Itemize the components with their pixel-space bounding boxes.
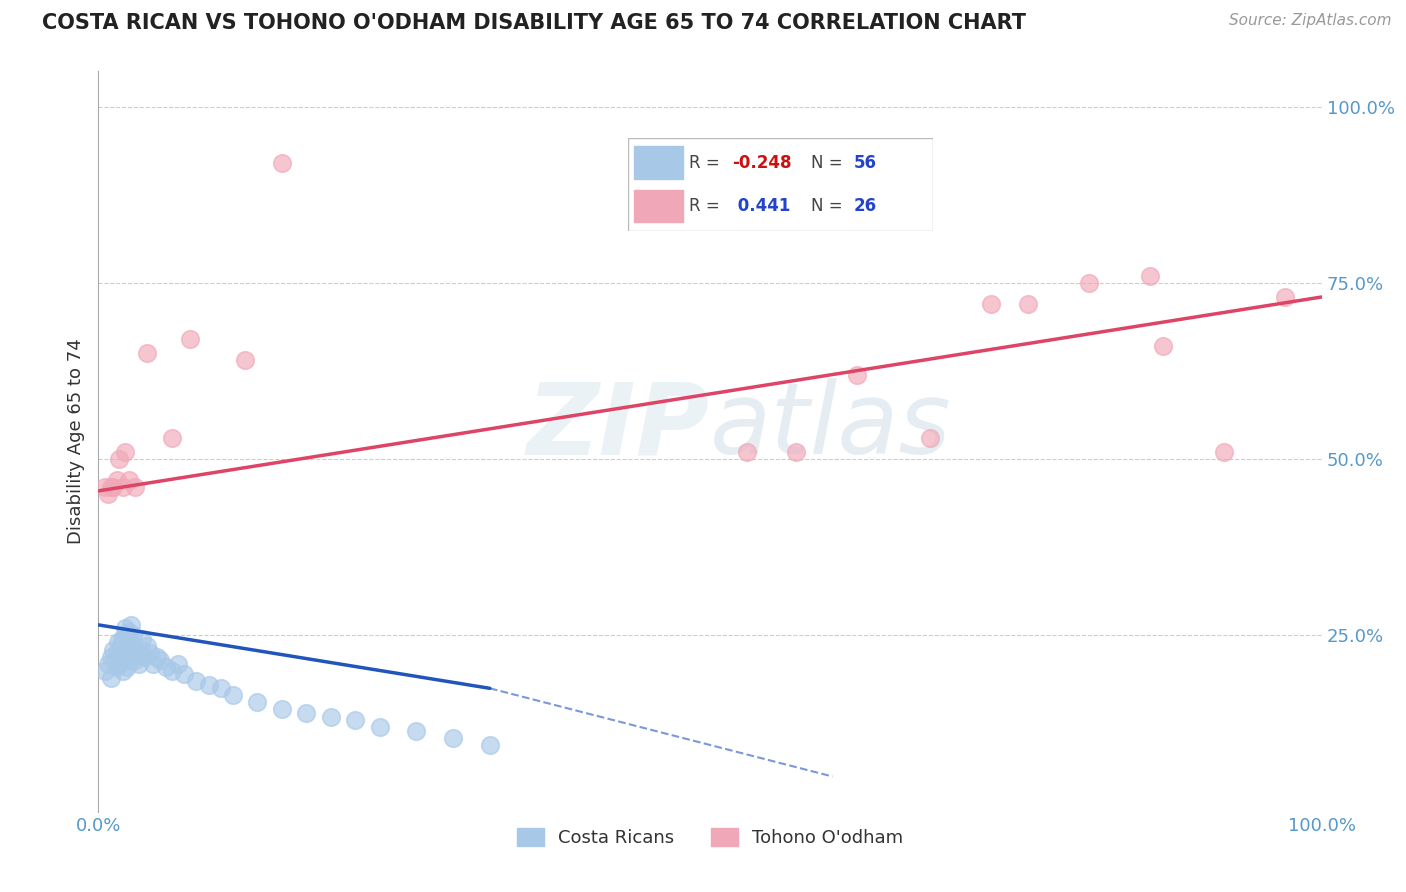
Text: N =: N = (811, 196, 848, 215)
Point (136, 346, 159, 360)
Point (105, 660, 128, 674)
Point (120, 646, 142, 660)
Point (129, 642, 152, 657)
Point (155, 660, 177, 674)
Point (108, 452, 131, 467)
Legend: Costa Ricans, Tohono O'odham: Costa Ricans, Tohono O'odham (509, 821, 911, 855)
Point (124, 653, 146, 667)
Point (100, 480, 122, 494)
Point (120, 635, 142, 649)
Point (160, 664, 183, 678)
Point (105, 473, 128, 487)
Point (233, 353, 256, 368)
Point (160, 431, 183, 445)
Point (246, 695, 269, 709)
Point (93, 664, 115, 678)
Point (100, 649, 122, 664)
Point (111, 632, 134, 646)
Point (368, 720, 391, 734)
Point (785, 445, 807, 459)
Point (107, 635, 129, 649)
Point (111, 664, 134, 678)
Point (209, 681, 232, 696)
Point (146, 649, 169, 664)
Point (100, 671, 122, 685)
Text: ZIP: ZIP (527, 378, 710, 475)
Point (134, 649, 156, 664)
Point (179, 332, 201, 346)
Point (139, 646, 162, 660)
Point (1078, 276, 1101, 290)
Point (118, 624, 141, 639)
Point (222, 689, 245, 703)
Text: COSTA RICAN VS TOHONO O'ODHAM DISABILITY AGE 65 TO 74 CORRELATION CHART: COSTA RICAN VS TOHONO O'ODHAM DISABILITY… (42, 13, 1026, 33)
Point (142, 657, 165, 671)
Point (118, 473, 141, 487)
Point (111, 653, 134, 667)
Point (1017, 297, 1039, 311)
Point (110, 649, 132, 664)
FancyBboxPatch shape (634, 146, 683, 178)
Point (118, 639, 141, 653)
Point (112, 642, 135, 657)
Text: atlas: atlas (710, 378, 952, 475)
Text: 0.441: 0.441 (731, 196, 790, 215)
Point (97, 657, 120, 671)
Point (270, 156, 294, 170)
Point (1274, 290, 1296, 304)
Point (136, 639, 159, 653)
Point (101, 480, 124, 494)
Point (111, 480, 134, 494)
Point (127, 646, 149, 660)
Point (121, 628, 143, 642)
Point (97, 487, 120, 501)
Point (295, 706, 318, 720)
FancyBboxPatch shape (628, 138, 934, 231)
Point (108, 657, 131, 671)
Text: R =: R = (689, 196, 725, 215)
Point (149, 653, 172, 667)
Point (1212, 445, 1234, 459)
Y-axis label: Disability Age 65 to 74: Disability Age 65 to 74 (66, 339, 84, 544)
Point (103, 653, 125, 667)
Point (920, 431, 942, 445)
Point (845, 368, 868, 382)
Point (1139, 268, 1161, 283)
Point (980, 297, 1002, 311)
Point (478, 738, 501, 752)
Point (344, 713, 367, 727)
Point (124, 480, 146, 494)
Point (110, 639, 132, 653)
Point (120, 653, 142, 667)
Point (101, 642, 124, 657)
Point (270, 702, 294, 716)
Point (131, 632, 153, 646)
Point (186, 674, 208, 689)
Text: 26: 26 (853, 196, 877, 215)
Text: R =: R = (689, 154, 725, 172)
FancyBboxPatch shape (634, 190, 683, 222)
Point (117, 649, 139, 664)
Text: N =: N = (811, 154, 848, 172)
Point (115, 660, 138, 674)
Point (405, 723, 427, 738)
Point (128, 657, 150, 671)
Text: -0.248: -0.248 (731, 154, 792, 172)
Point (197, 678, 219, 692)
Point (120, 618, 142, 632)
Point (735, 445, 758, 459)
Point (1152, 339, 1174, 353)
Point (114, 628, 136, 642)
Point (319, 709, 342, 723)
Point (441, 731, 464, 745)
Text: Source: ZipAtlas.com: Source: ZipAtlas.com (1229, 13, 1392, 29)
Point (124, 642, 146, 657)
Point (173, 667, 195, 681)
Point (167, 657, 190, 671)
Point (114, 621, 136, 635)
Point (105, 646, 128, 660)
Point (93, 480, 115, 494)
Text: 56: 56 (853, 154, 877, 172)
Point (114, 445, 136, 459)
